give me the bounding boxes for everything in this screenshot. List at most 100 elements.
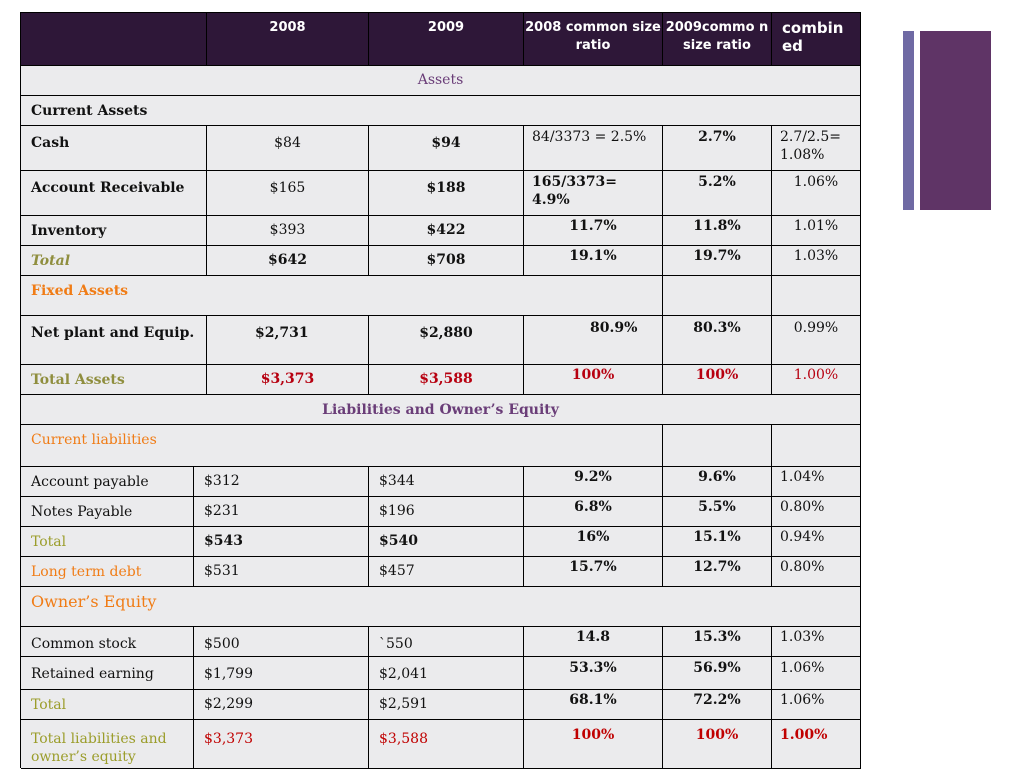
header-2009-ratio: 2009commo n size ratio — [663, 13, 772, 66]
row-total-cl-label: Total — [21, 527, 194, 557]
row-net-plant-2009: $2,880 — [369, 316, 524, 365]
row-cash-combined: 2.7/2.5= 1.08% — [772, 126, 861, 171]
row-total-le-combined: 1.00% — [772, 720, 861, 769]
row-net-plant-label: Net plant and Equip. — [21, 316, 207, 365]
row-ap-label: Account payable — [21, 467, 194, 497]
row-ap-2008: $312 — [194, 467, 369, 497]
row-ltd-ratio-2009: 12.7% — [663, 557, 772, 587]
row-total-le-ratio-2009: 100% — [663, 720, 772, 769]
row-cash-2009: $94 — [369, 126, 524, 171]
row-np-ratio-2009: 5.5% — [663, 497, 772, 527]
row-net-plant-combined: 0.99% — [772, 316, 861, 365]
section-assets: Assets — [21, 66, 861, 96]
row-total-oe-2008: $2,299 — [194, 690, 369, 720]
row-cs-ratio-2009: 15.3% — [663, 627, 772, 657]
row-total-ca-combined: 1.03% — [772, 246, 861, 276]
row-total-assets-ratio-2008: 100% — [524, 365, 663, 395]
row-np-combined: 0.80% — [772, 497, 861, 527]
row-re-2009: $2,041 — [369, 657, 524, 690]
row-total-oe-ratio-2008: 68.1% — [524, 690, 663, 720]
current-liabilities-empty-2 — [772, 425, 861, 467]
row-ar-combined: 1.06% — [772, 171, 861, 216]
row-net-plant-2008: $2,731 — [207, 316, 369, 365]
row-total-assets-2009: $3,588 — [369, 365, 524, 395]
fixed-assets-empty-1 — [663, 276, 772, 316]
header-2008-ratio: 2008 common size ratio — [524, 13, 663, 66]
row-inventory-combined: 1.01% — [772, 216, 861, 246]
row-inventory-2009: $422 — [369, 216, 524, 246]
row-total-ca-2008: $642 — [207, 246, 369, 276]
row-cs-ratio-2008: 14.8 — [524, 627, 663, 657]
row-total-le-2009: $3,588 — [369, 720, 524, 769]
row-ltd-ratio-2008: 15.7% — [524, 557, 663, 587]
current-liabilities-empty-1 — [663, 425, 772, 467]
row-cs-2009: `550 — [369, 627, 524, 657]
row-re-ratio-2009: 56.9% — [663, 657, 772, 690]
decor-bar-wide — [920, 31, 991, 210]
header-2008: 2008 — [207, 13, 369, 66]
row-np-ratio-2008: 6.8% — [524, 497, 663, 527]
row-total-cl-ratio-2008: 16% — [524, 527, 663, 557]
row-total-oe-label: Total — [21, 690, 194, 720]
row-total-assets-label: Total Assets — [21, 365, 207, 395]
row-total-ca-ratio-2009: 19.7% — [663, 246, 772, 276]
row-total-oe-ratio-2009: 72.2% — [663, 690, 772, 720]
decor-bar-thin — [903, 31, 914, 210]
row-cash-ratio-2008: 84/3373 = 2.5% — [524, 126, 663, 171]
row-ap-combined: 1.04% — [772, 467, 861, 497]
section-liabilities-equity: Liabilities and Owner’s Equity — [21, 395, 861, 425]
header-2009: 2009 — [369, 13, 524, 66]
header-combined: combin ed — [772, 13, 861, 66]
row-ltd-combined: 0.80% — [772, 557, 861, 587]
row-re-label: Retained earning — [21, 657, 194, 690]
row-inventory-ratio-2008: 11.7% — [524, 216, 663, 246]
row-total-le-label: Total liabilities and owner’s equity — [21, 720, 194, 769]
section-current-assets: Current Assets — [21, 96, 861, 126]
row-inventory-2008: $393 — [207, 216, 369, 246]
row-ltd-2008: $531 — [194, 557, 369, 587]
row-np-2008: $231 — [194, 497, 369, 527]
row-total-le-ratio-2008: 100% — [524, 720, 663, 769]
row-total-ca-ratio-2008: 19.1% — [524, 246, 663, 276]
fixed-assets-empty-2 — [772, 276, 861, 316]
row-ap-ratio-2008: 9.2% — [524, 467, 663, 497]
row-ltd-label: Long term debt — [21, 557, 194, 587]
section-current-liabilities: Current liabilities — [21, 425, 663, 467]
row-total-oe-combined: 1.06% — [772, 690, 861, 720]
section-owners-equity: Owner’s Equity — [21, 587, 861, 627]
row-net-plant-ratio-2009: 80.3% — [663, 316, 772, 365]
row-ar-2008: $165 — [207, 171, 369, 216]
row-ltd-2009: $457 — [369, 557, 524, 587]
row-ap-ratio-2009: 9.6% — [663, 467, 772, 497]
section-fixed-assets: Fixed Assets — [21, 276, 663, 316]
row-cash-ratio-2009: 2.7% — [663, 126, 772, 171]
header-cell-blank — [21, 13, 207, 66]
row-total-assets-combined: 1.00% — [772, 365, 861, 395]
row-total-oe-2009: $2,591 — [369, 690, 524, 720]
row-ar-ratio-2008: 165/3373= 4.9% — [524, 171, 663, 216]
row-cash-label: Cash — [21, 126, 207, 171]
row-inventory-ratio-2009: 11.8% — [663, 216, 772, 246]
row-cs-label: Common stock — [21, 627, 194, 657]
row-cs-combined: 1.03% — [772, 627, 861, 657]
row-total-assets-ratio-2009: 100% — [663, 365, 772, 395]
row-total-ca-2009: $708 — [369, 246, 524, 276]
row-total-cl-2009: $540 — [369, 527, 524, 557]
row-total-cl-combined: 0.94% — [772, 527, 861, 557]
row-np-2009: $196 — [369, 497, 524, 527]
row-re-2008: $1,799 — [194, 657, 369, 690]
row-total-ca-label: Total — [21, 246, 207, 276]
row-re-combined: 1.06% — [772, 657, 861, 690]
financial-table: 2008 2009 2008 common size ratio 2009com… — [20, 12, 861, 769]
row-np-label: Notes Payable — [21, 497, 194, 527]
row-cash-2008: $84 — [207, 126, 369, 171]
row-total-le-2008: $3,373 — [194, 720, 369, 769]
row-net-plant-ratio-2008: 80.9% — [524, 316, 663, 365]
row-ar-ratio-2009: 5.2% — [663, 171, 772, 216]
row-total-assets-2008: $3,373 — [207, 365, 369, 395]
row-ap-2009: $344 — [369, 467, 524, 497]
row-cs-2008: $500 — [194, 627, 369, 657]
row-total-cl-ratio-2009: 15.1% — [663, 527, 772, 557]
row-ar-2009: $188 — [369, 171, 524, 216]
row-ar-label: Account Receivable — [21, 171, 207, 216]
